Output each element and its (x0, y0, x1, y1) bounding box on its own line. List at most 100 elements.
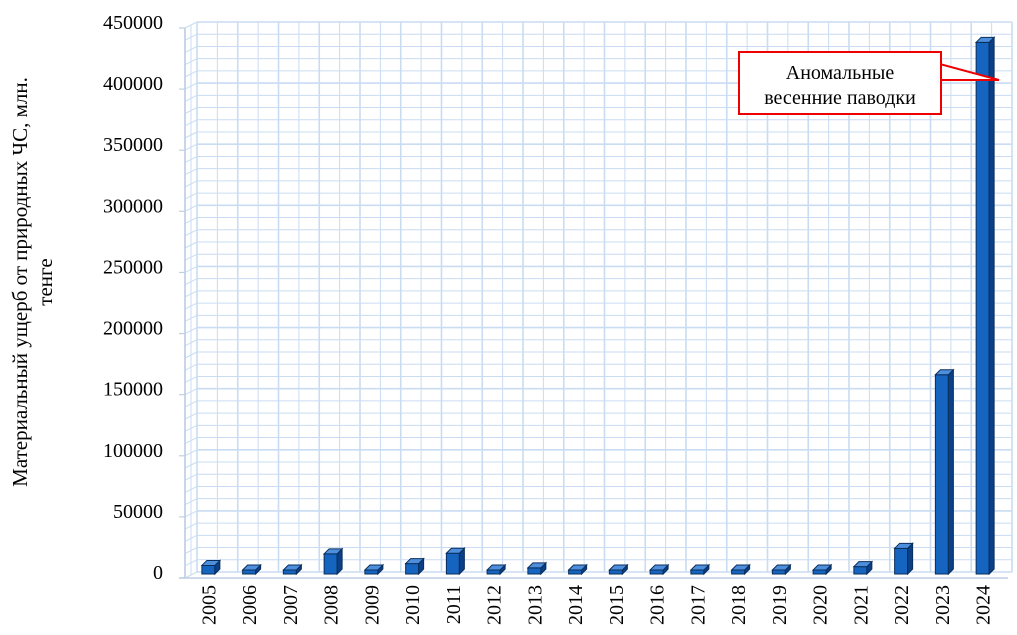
x-tick-label: 2013 (524, 585, 546, 625)
x-tick-label: 2016 (647, 585, 669, 625)
bar-front (242, 569, 257, 575)
x-tick-label: 2022 (891, 585, 913, 625)
bar-front (731, 569, 746, 575)
bar-2019 (771, 563, 792, 576)
x-tick-label: 2020 (810, 585, 832, 625)
bar-front (608, 569, 623, 575)
y-tick-label: 0 (153, 562, 163, 584)
x-tick-label: 2005 (198, 585, 220, 625)
y-tick-labels: 0 50000 100000 150000 200000 250000 300000 3500… (103, 12, 163, 584)
annotation-box (738, 51, 942, 115)
x-tick-label: 2021 (850, 585, 872, 625)
bar-top (771, 564, 792, 571)
bar-top (526, 562, 548, 569)
bar-2010 (404, 557, 425, 576)
bar-top (934, 369, 955, 376)
y-tick-label: 300000 (103, 195, 163, 217)
y-tick-label: 350000 (103, 134, 163, 156)
bar-front (486, 569, 501, 575)
x-tick-label: 2010 (402, 585, 424, 625)
bar-front (445, 552, 460, 575)
annotation-line-1: Аномальные (786, 62, 895, 84)
bar-top (241, 564, 262, 571)
bar-top (852, 561, 874, 568)
bar-2006 (241, 563, 262, 576)
bar-top (485, 564, 507, 571)
bar-2013 (526, 561, 548, 576)
y-tick-label: 50000 (113, 501, 163, 523)
y-tick-label: 250000 (103, 256, 163, 278)
bar-top (567, 564, 588, 571)
bar-front (649, 569, 664, 575)
bar-front (690, 569, 705, 575)
bar-front (568, 569, 583, 575)
y-tick-label: 400000 (103, 73, 163, 95)
bar-top (200, 559, 222, 566)
y-tick-label: 200000 (103, 318, 163, 340)
bar-top (689, 564, 711, 571)
x-tick-label: 2018 (728, 585, 750, 625)
axes (179, 27, 1008, 579)
bar-front (405, 563, 420, 575)
bar-front (934, 374, 949, 575)
y-tick-label: 100000 (103, 440, 163, 462)
bar-2012 (485, 563, 507, 576)
bar-top (445, 547, 466, 554)
annotation-callout: Аномальные весенние паводки (738, 51, 1000, 115)
y-axis-label-line-2: тенге (33, 258, 57, 305)
bar-front (323, 553, 338, 575)
bar-front (894, 547, 909, 575)
x-tick-label: 2012 (484, 585, 506, 625)
bar-top (363, 564, 385, 571)
bar-front (527, 567, 542, 575)
bar-top (974, 36, 996, 43)
bar-top (322, 548, 344, 555)
bars (200, 36, 996, 576)
x-tick-label: 2006 (239, 585, 261, 625)
bar-2007 (282, 563, 303, 576)
bar-top (404, 558, 425, 565)
x-tick-label: 2015 (606, 585, 628, 625)
bar-top (648, 564, 670, 571)
x-tick-label: 2019 (769, 585, 791, 625)
bar-front (771, 569, 786, 575)
x-tick-label: 2007 (280, 585, 302, 625)
x-tick-label: 2023 (932, 585, 954, 625)
x-tick-label: 2008 (321, 585, 343, 625)
bar-side (947, 368, 954, 576)
bar-2020 (811, 563, 833, 576)
bar-2005 (200, 559, 222, 576)
bar-front (975, 41, 990, 575)
bar-2011 (445, 547, 466, 576)
y-axis-label-line-1: Материальный ущерб от природных ЧС, млн. (8, 77, 32, 487)
bar-2008 (322, 547, 344, 576)
bar-2018 (730, 563, 751, 576)
x-tick-label: 2009 (361, 585, 383, 625)
bar-top (811, 564, 833, 571)
bar-2021 (852, 560, 874, 576)
bar-front (282, 569, 297, 575)
bar-front (201, 564, 216, 575)
bar-front (364, 569, 379, 575)
y-axis-label: Материальный ущерб от природных ЧС, млн.… (8, 77, 57, 487)
y-tick-label: 450000 (103, 12, 163, 34)
x-tick-label: 2014 (565, 585, 587, 625)
bar-2009 (363, 563, 385, 576)
x-tick-label: 2011 (443, 585, 465, 624)
bar-2014 (567, 563, 588, 576)
x-tick-label: 2017 (687, 585, 709, 625)
bar-top (282, 564, 303, 571)
bar-2017 (689, 563, 711, 576)
bar-2016 (648, 563, 670, 576)
bar-2022 (893, 542, 914, 576)
bar-front (853, 566, 868, 575)
x-tick-labels: 2005 2006 2007 2008 2009 2010 2011 2012 2013 2014… (198, 585, 994, 625)
y-tick-label: 150000 (103, 379, 163, 401)
bar-top (893, 542, 914, 549)
bar-2024 (974, 36, 996, 576)
x-tick-label: 2024 (973, 585, 995, 625)
bar-2015 (608, 563, 629, 576)
bar-top (608, 564, 629, 571)
bar-side (988, 36, 995, 576)
